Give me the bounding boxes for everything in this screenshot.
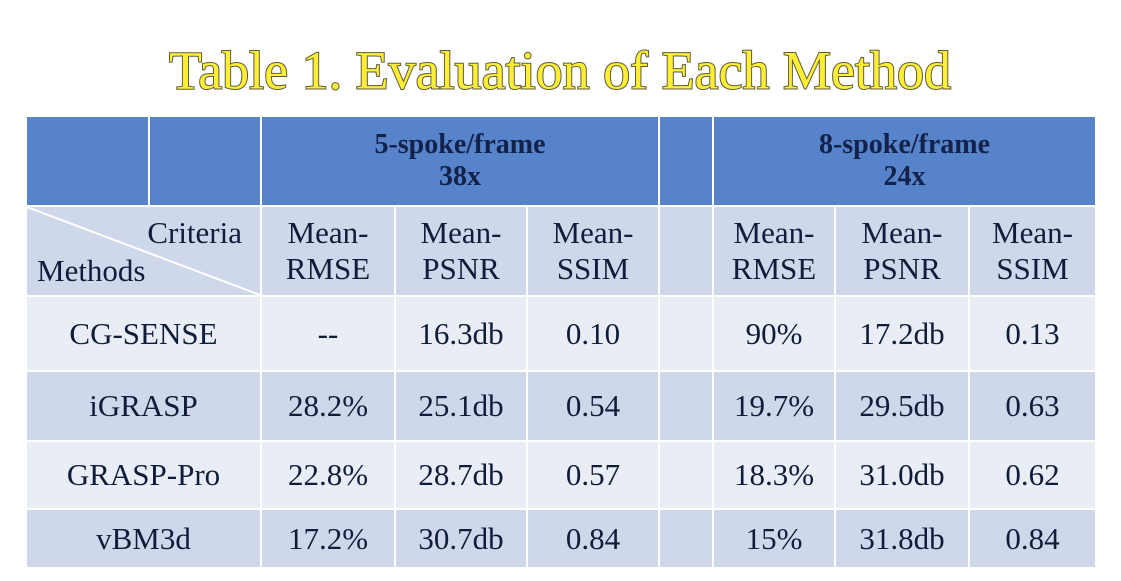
column-header: Mean- PSNR xyxy=(396,207,526,295)
value-cell: 31.8db xyxy=(836,510,968,567)
spacer-cell xyxy=(660,297,712,370)
value-cell: 17.2db xyxy=(836,297,968,370)
value-cell: 0.57 xyxy=(528,442,658,508)
cell-text: 30.7db xyxy=(418,520,504,556)
cell-text: 16.3db xyxy=(418,315,504,351)
value-cell: 0.63 xyxy=(970,372,1095,440)
value-cell: 22.8% xyxy=(262,442,394,508)
value-cell: 0.10 xyxy=(528,297,658,370)
cell-text: 5-spoke/frame xyxy=(374,128,546,160)
spacer-cell xyxy=(660,442,712,508)
column-header: Mean- PSNR xyxy=(836,207,968,295)
value-cell: 25.1db xyxy=(396,372,526,440)
value-cell: 17.2% xyxy=(262,510,394,567)
value-cell: 30.7db xyxy=(396,510,526,567)
cell-text: SSIM xyxy=(996,251,1069,286)
cell-text: -- xyxy=(317,315,339,351)
method-cell: GRASP-Pro xyxy=(27,442,260,508)
value-cell: 28.7db xyxy=(396,442,526,508)
header-spacer xyxy=(660,117,712,205)
cell-text: Mean- xyxy=(420,215,502,251)
value-cell: 18.3% xyxy=(714,442,834,508)
value-cell: 0.62 xyxy=(970,442,1095,508)
cell-text: RMSE xyxy=(285,251,371,286)
value-cell: 31.0db xyxy=(836,442,968,508)
cell-text: Mean- xyxy=(861,215,943,251)
cell-text: 8-spoke/frame xyxy=(818,128,991,160)
header-blank xyxy=(150,117,260,205)
value-cell: 90% xyxy=(714,297,834,370)
cell-text: 28.2% xyxy=(287,388,369,424)
group-header: 8-spoke/frame 24x xyxy=(714,117,1095,205)
spacer-cell xyxy=(660,372,712,440)
method-cell: CG-SENSE xyxy=(27,297,260,370)
cell-text: PSNR xyxy=(422,251,500,286)
value-cell: 16.3db xyxy=(396,297,526,370)
value-cell: 19.7% xyxy=(714,372,834,440)
cell-text: 31.8db xyxy=(859,520,945,556)
cell-text: 0.84 xyxy=(1005,520,1060,556)
value-cell: -- xyxy=(262,297,394,370)
column-header: Mean- SSIM xyxy=(528,207,658,295)
cell-text: 25.1db xyxy=(418,388,504,424)
value-cell: 15% xyxy=(714,510,834,567)
title-box: Table 1. Evaluation of Each Method xyxy=(168,39,952,101)
group-header: 5-spoke/frame 38x xyxy=(262,117,658,205)
corner-criteria: Criteria xyxy=(147,215,242,250)
cell-text: Mean- xyxy=(287,215,369,251)
value-cell: 0.84 xyxy=(970,510,1095,567)
column-header: Mean- SSIM xyxy=(970,207,1095,295)
corner-methods: Methods xyxy=(37,253,146,289)
cell-text: 31.0db xyxy=(859,457,945,493)
spacer-cell xyxy=(660,510,712,567)
value-cell: 29.5db xyxy=(836,372,968,440)
cell-text: 22.8% xyxy=(287,457,369,493)
cell-text: Mean- xyxy=(992,215,1073,251)
slide-title: Table 1. Evaluation of Each Method xyxy=(169,40,951,100)
cell-text: GRASP-Pro xyxy=(66,457,221,493)
value-cell: 0.84 xyxy=(528,510,658,567)
value-cell: 28.2% xyxy=(262,372,394,440)
cell-text: PSNR xyxy=(863,251,941,286)
method-cell: iGRASP xyxy=(27,372,260,440)
cell-text: 18.3% xyxy=(733,457,815,493)
method-cell: vBM3d xyxy=(27,510,260,567)
column-header: Mean- RMSE xyxy=(714,207,834,295)
cell-text: 29.5db xyxy=(859,388,945,424)
cell-text: RMSE xyxy=(731,251,817,286)
cell-text: 24x xyxy=(883,161,926,192)
cell-text: 0.63 xyxy=(1005,388,1060,424)
cell-text: 17.2% xyxy=(287,520,369,556)
cell-text: 19.7% xyxy=(733,388,815,424)
cell-text: SSIM xyxy=(556,251,630,286)
cell-text: 90% xyxy=(745,315,803,351)
cell-text: 28.7db xyxy=(418,457,504,493)
cell-text: CG-SENSE xyxy=(69,315,218,351)
header-blank xyxy=(27,117,148,205)
cell-text: 0.54 xyxy=(565,388,621,424)
spacer-cell xyxy=(660,207,712,295)
column-header: Mean- RMSE xyxy=(262,207,394,295)
corner-cell: Criteria Methods xyxy=(27,207,260,295)
value-cell: 0.54 xyxy=(528,372,658,440)
cell-text: 15% xyxy=(745,520,803,556)
value-cell: 0.13 xyxy=(970,297,1095,370)
cell-text: Mean- xyxy=(552,215,634,251)
cell-text: 0.84 xyxy=(565,520,621,556)
cell-text: 0.62 xyxy=(1005,457,1060,493)
cell-text: 0.10 xyxy=(565,315,621,351)
cell-text: 38x xyxy=(439,161,481,192)
cell-text: 0.57 xyxy=(565,457,621,493)
cell-text: 17.2db xyxy=(859,315,945,351)
cell-text: 0.13 xyxy=(1005,315,1060,351)
cell-text: Mean- xyxy=(733,215,815,251)
cell-text: iGRASP xyxy=(89,388,198,424)
diagonal xyxy=(27,207,260,295)
cell-text: vBM3d xyxy=(96,520,191,556)
